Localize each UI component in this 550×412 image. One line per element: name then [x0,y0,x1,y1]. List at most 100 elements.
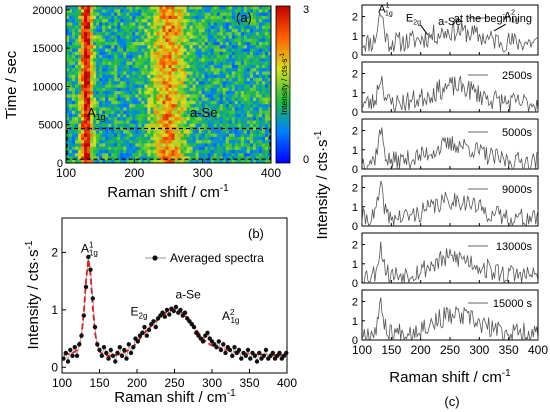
heatmap-cell [225,143,230,148]
heatmap-cell [93,136,97,141]
heatmap-cell [96,58,100,62]
heatmap-cell [168,68,172,72]
heatmap-cell [201,100,206,105]
peak-annotation: A1 1g [378,3,393,18]
heatmap-cell [255,25,260,30]
heatmap-cell [132,153,136,157]
heatmap-cell [69,55,73,59]
heatmap-cell [258,32,263,36]
heatmap-cell [150,159,154,163]
heatmap-cell [246,159,251,163]
heatmap-cell [195,133,200,138]
heatmap-cell [198,97,203,102]
heatmap-cell [189,146,194,151]
heatmap-cell [120,104,124,108]
heatmap-cell [114,156,118,161]
heatmap-cell [120,68,124,72]
heatmap-cell [252,38,257,43]
heatmap-cell [222,81,227,85]
heatmap-cell [255,61,260,66]
heatmap-cell [252,140,257,144]
heatmap-cell [234,81,239,85]
heatmap-cell [252,104,257,108]
heatmap-cell [120,110,124,115]
heatmap-cell [75,32,79,36]
heatmap-cell [207,35,212,40]
heatmap-cell [126,22,130,27]
heatmap-cell [69,81,73,85]
heatmap-cell [66,100,70,105]
heatmap-cell [201,51,206,56]
heatmap-cell [159,71,163,76]
data-point [153,324,158,330]
heatmap-cell [186,15,190,20]
heatmap-cell [198,140,203,144]
heatmap-cell [228,61,233,66]
heatmap-cell [171,6,175,10]
heatmap-cell [156,107,160,112]
heatmap-cell [165,153,169,157]
heatmap-cell [195,149,200,154]
heatmap-cell [225,68,230,72]
heatmap-cell [243,45,248,49]
heatmap-cell [183,15,187,20]
heatmap-cell [75,81,79,85]
heatmap-cell [246,25,251,30]
heatmap-cell [225,156,230,161]
heatmap-cell [102,140,106,144]
heatmap-cell [249,28,254,33]
heatmap-cell [210,48,215,53]
heatmap-cell [141,91,145,95]
heatmap-cell [102,15,106,20]
heatmap-cell [204,51,209,56]
heatmap-cell [111,6,115,10]
y-tick-label: 0 [352,221,358,233]
heatmap-cell [186,77,190,82]
heatmap-cell [168,156,172,161]
heatmap-cell [177,12,181,17]
heatmap-cell [195,35,200,40]
heatmap-cell [180,97,184,102]
heatmap-cell [144,153,148,157]
heatmap-cell [183,127,187,131]
heatmap-cell [159,97,163,102]
heatmap-cell [258,41,263,46]
heatmap-cell [66,113,70,118]
heatmap-cell [117,6,121,10]
x-tick-label: 250 [440,343,460,357]
heatmap-cell [114,71,118,76]
heatmap-cell [144,97,148,102]
heatmap-cell [240,58,245,62]
heatmap-cell [195,81,200,85]
heatmap-cell [228,71,233,76]
heatmap-cell [168,110,172,115]
heatmap-cell [267,110,271,115]
heatmap-cell [171,130,175,134]
heatmap-cell [138,97,142,102]
heatmap-cell [189,117,194,121]
heatmap-cell [156,45,160,49]
heatmap-cell [207,55,212,59]
heatmap-cell [144,110,148,115]
heatmap-cell [246,61,251,66]
heatmap-cell [237,55,242,59]
heatmap-cell [219,140,224,144]
heatmap-cell [87,22,91,27]
heatmap-cell [144,61,148,66]
heatmap-cell [183,64,187,69]
heatmap-cell [210,97,215,102]
heatmap-cell [219,107,224,112]
y-tick-label: 1 [352,31,358,43]
heatmap-cell [216,123,221,128]
heatmap-cell [249,22,254,27]
heatmap-cell [201,41,206,46]
heatmap-cell [108,6,112,10]
heatmap-cell [246,91,251,95]
heatmap-cell [81,94,85,98]
heatmap-cell [102,38,106,43]
heatmap-cell [213,140,218,144]
heatmap-cell [219,15,224,20]
heatmap-cell [267,159,271,163]
heatmap-cell [210,64,215,69]
